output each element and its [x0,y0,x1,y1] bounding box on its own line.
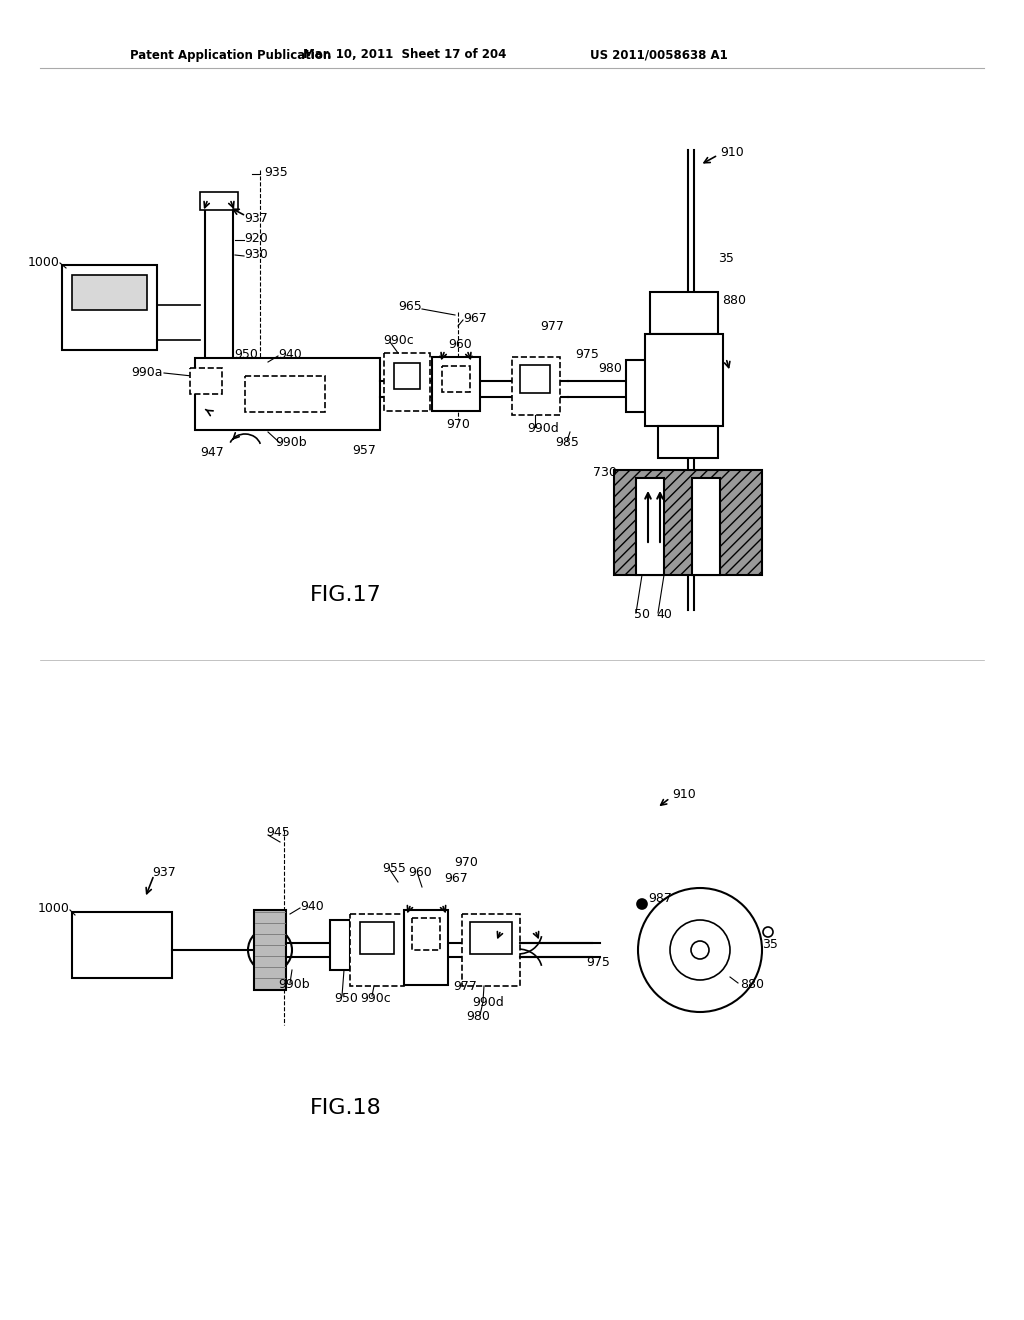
Bar [350,913,404,986]
Text: 990c: 990c [383,334,414,346]
Text: 950: 950 [234,347,258,360]
Bar [330,920,350,970]
Text: 40: 40 [656,609,672,622]
Bar [62,265,157,350]
Text: FIG.17: FIG.17 [310,585,382,605]
Text: 987: 987 [648,891,672,904]
Text: 967: 967 [444,871,468,884]
Text: 880: 880 [740,978,764,991]
Text: 930: 930 [244,248,267,260]
Text: 920: 920 [244,231,267,244]
Text: 940: 940 [300,899,324,912]
Bar [470,921,512,954]
Bar [200,191,238,210]
Text: 955: 955 [382,862,406,874]
Text: 937: 937 [152,866,176,879]
Text: 937: 937 [244,211,267,224]
Bar [442,366,470,392]
Text: 960: 960 [408,866,432,879]
Text: 35: 35 [762,937,778,950]
Bar [512,356,560,414]
Bar [520,366,550,393]
Bar [384,352,430,411]
Text: 967: 967 [463,312,486,325]
Bar [195,358,380,430]
Text: FIG.18: FIG.18 [310,1098,382,1118]
Text: 977: 977 [540,319,564,333]
Bar [190,368,222,393]
Bar [432,356,480,411]
Text: 990d: 990d [472,997,504,1010]
Bar [412,917,440,950]
Bar [614,470,762,576]
Text: 957: 957 [352,444,376,457]
Bar [404,909,449,985]
Bar [245,376,325,412]
Text: Mar. 10, 2011  Sheet 17 of 204: Mar. 10, 2011 Sheet 17 of 204 [303,49,507,62]
Text: 960: 960 [449,338,472,351]
Text: 990b: 990b [275,437,306,450]
Text: 990d: 990d [527,421,559,434]
Bar [658,426,718,458]
Bar [72,275,147,310]
Text: 990b: 990b [278,978,309,991]
Text: 940: 940 [278,347,302,360]
Text: 945: 945 [266,826,290,840]
Text: 730: 730 [593,466,616,479]
Bar [626,360,658,412]
Text: US 2011/0058638 A1: US 2011/0058638 A1 [590,49,728,62]
Text: 50: 50 [634,609,650,622]
Bar [254,909,286,990]
Text: 935: 935 [264,166,288,180]
Text: Patent Application Publication: Patent Application Publication [130,49,331,62]
Text: 990c: 990c [360,991,391,1005]
Text: 985: 985 [555,436,579,449]
Text: 975: 975 [586,957,610,969]
Bar [636,478,664,576]
Text: 910: 910 [672,788,695,801]
Bar [650,292,718,334]
Circle shape [637,899,647,909]
Bar [72,912,172,978]
Text: 910: 910 [720,145,743,158]
Text: 970: 970 [454,857,478,870]
Text: 980: 980 [598,362,622,375]
Text: 880: 880 [722,293,746,306]
Text: 947: 947 [200,446,224,458]
Text: 975: 975 [575,348,599,362]
Text: 1000: 1000 [38,903,70,916]
Bar [692,478,720,576]
Bar [360,921,394,954]
Bar [645,334,723,426]
Bar [394,363,420,389]
Text: 965: 965 [398,301,422,314]
Text: 950: 950 [334,991,357,1005]
Bar [462,913,520,986]
Text: 977: 977 [453,981,477,994]
Text: 970: 970 [446,417,470,430]
Text: 990a: 990a [131,366,163,379]
Text: 980: 980 [466,1011,489,1023]
Text: 1000: 1000 [28,256,60,268]
Bar [205,198,233,403]
Text: 35: 35 [718,252,734,264]
